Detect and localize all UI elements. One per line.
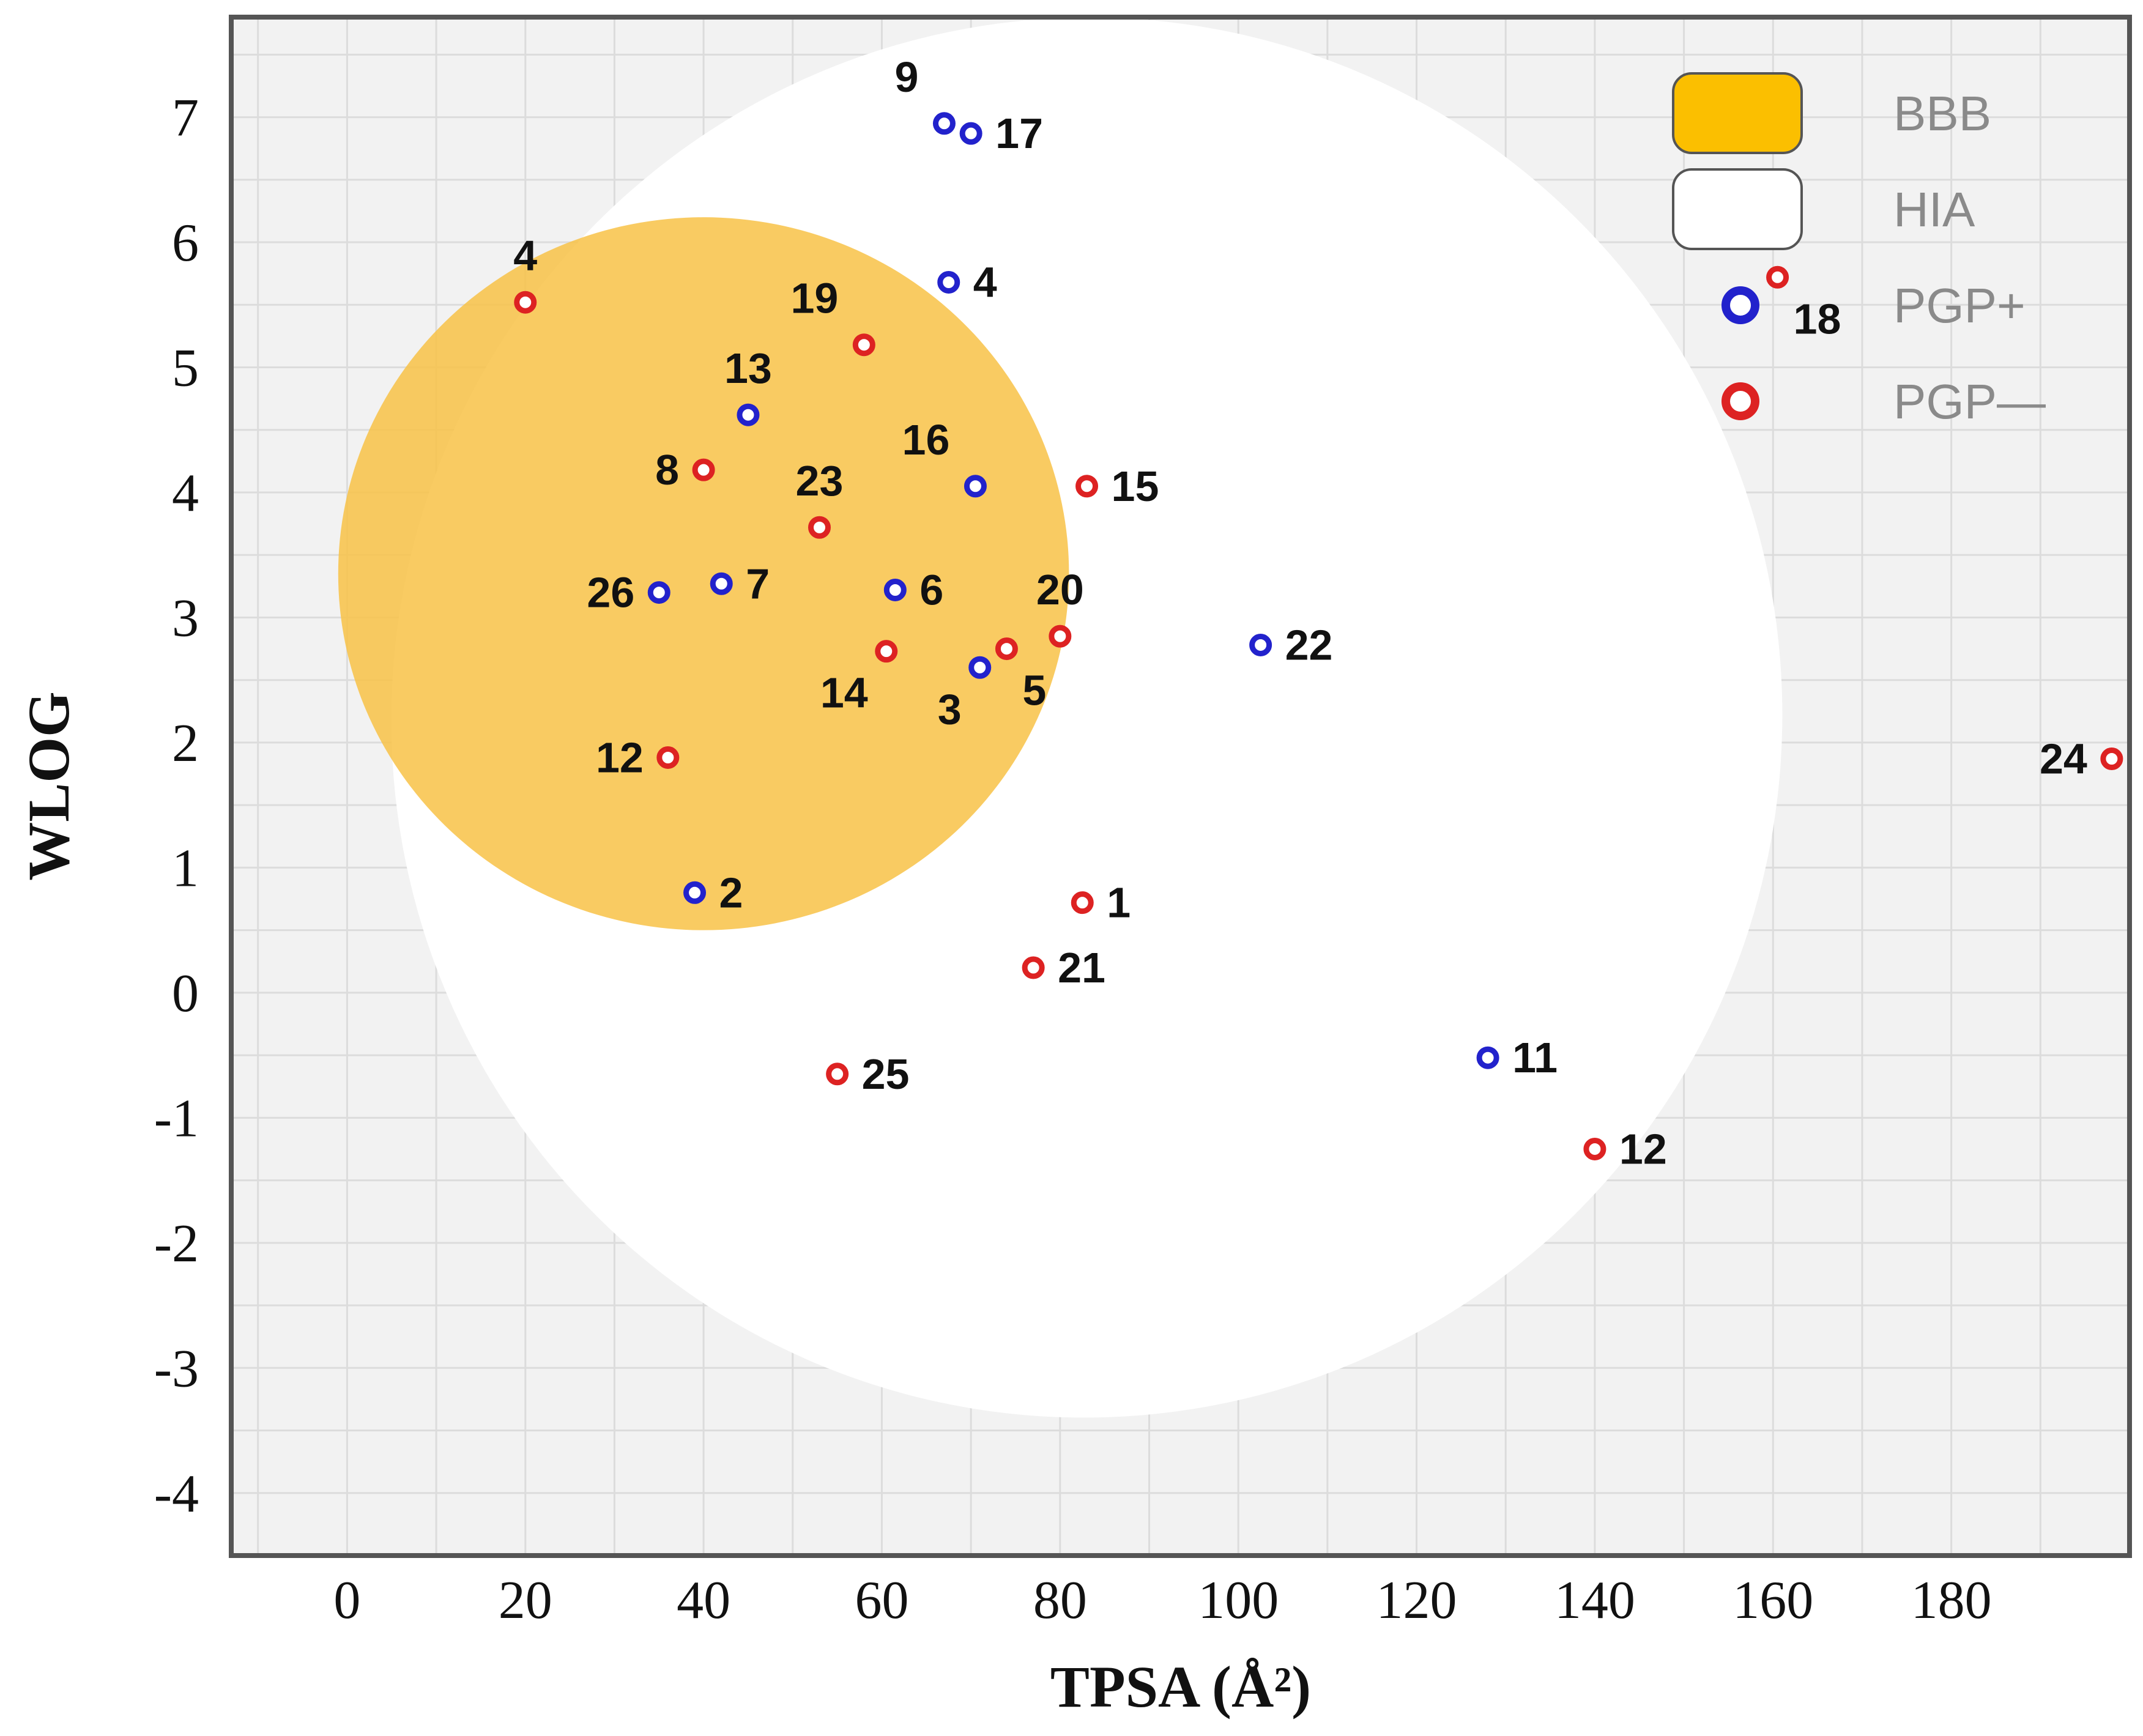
data-point-pgp-minus [514, 291, 537, 314]
data-label: 23 [796, 457, 844, 505]
data-label: 15 [1112, 462, 1159, 510]
y-tick-label: 4 [172, 464, 199, 523]
data-label: 16 [902, 416, 950, 464]
data-label: 12 [1619, 1125, 1667, 1173]
plot-frame [229, 15, 2132, 1558]
data-point-pgp-minus [1583, 1137, 1606, 1160]
data-point-pgp-plus [968, 656, 992, 679]
data-label: 20 [1036, 566, 1084, 614]
data-point-pgp-minus [826, 1063, 849, 1086]
y-tick-label: -4 [154, 1464, 199, 1524]
x-tick-label: 100 [1198, 1571, 1279, 1630]
data-point-pgp-plus [737, 403, 760, 426]
data-point-pgp-plus [964, 475, 987, 498]
data-label: 6 [919, 566, 943, 614]
data-point-pgp-minus [1022, 956, 1045, 979]
legend-swatch-hia [1672, 168, 1803, 250]
data-point-pgp-plus [683, 881, 707, 904]
legend-marker-pgp-minus [1721, 382, 1759, 420]
data-point-pgp-minus [808, 516, 831, 539]
y-tick-label: 7 [172, 89, 199, 148]
x-tick-label: 180 [1911, 1571, 1992, 1630]
data-label: 8 [655, 446, 679, 494]
data-label: 24 [2040, 735, 2087, 783]
data-label: 3 [938, 685, 962, 733]
legend-label: HIA [1893, 182, 1975, 237]
data-point-pgp-minus [1071, 891, 1094, 914]
data-point-pgp-minus [1766, 265, 1789, 289]
x-tick-label: 120 [1376, 1571, 1457, 1630]
data-label: 17 [995, 109, 1043, 157]
x-tick-label: 140 [1554, 1571, 1635, 1630]
data-point-pgp-plus [647, 581, 670, 604]
y-tick-label: -3 [154, 1339, 199, 1398]
data-label: 13 [724, 344, 772, 392]
x-tick-label: 160 [1733, 1571, 1813, 1630]
y-tick-label: 1 [172, 839, 199, 898]
data-point-pgp-plus [932, 112, 956, 135]
y-axis-title: WLOG [16, 691, 81, 880]
data-point-pgp-minus [656, 746, 680, 769]
legend-label: BBB [1893, 86, 1991, 141]
data-label: 12 [596, 733, 644, 781]
data-point-pgp-minus [2100, 747, 2123, 771]
data-point-pgp-plus [959, 122, 982, 145]
data-label: 4 [973, 258, 997, 306]
legend-swatch-bbb [1672, 72, 1803, 154]
y-tick-label: 5 [172, 339, 199, 398]
data-label: 4 [513, 232, 537, 280]
x-tick-label: 20 [499, 1571, 552, 1630]
data-point-pgp-minus [995, 637, 1018, 661]
x-axis-title: TPSA (Å²) [1050, 1654, 1311, 1719]
region-layer [338, 17, 1783, 1418]
y-tick-label: 6 [172, 213, 199, 273]
y-tick-label: 3 [172, 588, 199, 648]
x-tick-label: 60 [855, 1571, 908, 1630]
data-label: 5 [1022, 667, 1046, 714]
data-label: 11 [1512, 1034, 1558, 1081]
legend-marker-pgp-plus [1721, 286, 1759, 324]
x-tick-label: 40 [677, 1571, 730, 1630]
data-point-pgp-minus [1049, 625, 1072, 648]
data-label: 19 [790, 275, 838, 322]
data-label: 18 [1794, 295, 1841, 343]
data-label: 1 [1107, 879, 1131, 927]
data-label: 21 [1058, 944, 1105, 992]
data-point-pgp-plus [1249, 633, 1272, 656]
data-point-pgp-minus [875, 640, 898, 663]
legend-label: PGP— [1893, 374, 2046, 429]
data-point-pgp-minus [852, 333, 875, 357]
data-point-pgp-plus [883, 578, 907, 601]
x-tick-label: 80 [1033, 1571, 1087, 1630]
x-tick-label: 0 [333, 1571, 360, 1630]
data-point-pgp-minus [692, 458, 715, 481]
y-tick-label: 0 [172, 964, 199, 1023]
data-point-pgp-plus [1476, 1046, 1499, 1069]
y-tick-label: -1 [154, 1089, 199, 1148]
data-label: 14 [820, 669, 868, 717]
data-label: 2 [719, 869, 743, 916]
data-point-pgp-minus [1075, 475, 1099, 498]
data-label: 7 [746, 560, 770, 607]
y-tick-label: -2 [154, 1214, 199, 1274]
data-label: 26 [587, 569, 634, 617]
data-label: 9 [895, 53, 919, 101]
data-point-pgp-plus [710, 572, 733, 595]
data-label: 22 [1285, 621, 1333, 669]
y-tick-label: 2 [172, 714, 199, 773]
data-point-pgp-plus [937, 270, 960, 294]
region-bbb [338, 217, 1069, 930]
legend-label: PGP+ [1893, 278, 2026, 333]
data-label: 25 [862, 1050, 910, 1098]
legend: BBB HIA PGP+ PGP— [1672, 72, 2046, 429]
